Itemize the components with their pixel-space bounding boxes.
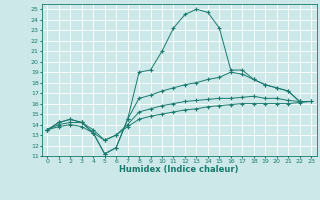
X-axis label: Humidex (Indice chaleur): Humidex (Indice chaleur) [119, 165, 239, 174]
